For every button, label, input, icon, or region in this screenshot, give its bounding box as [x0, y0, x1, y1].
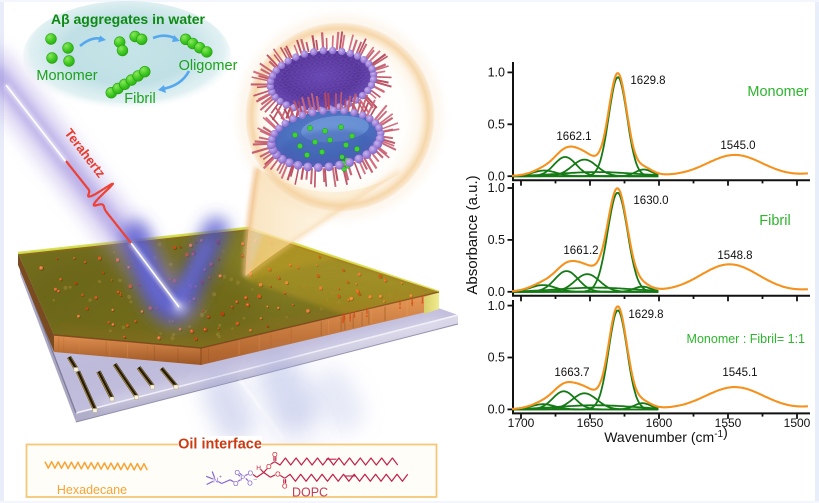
svg-text:1661.2: 1661.2 [563, 245, 598, 257]
svg-text:Fibril: Fibril [124, 91, 155, 107]
svg-text:1600: 1600 [646, 416, 673, 430]
svg-text:Monomer: Monomer [747, 84, 808, 100]
svg-text:1650: 1650 [577, 416, 604, 430]
svg-text:DOPC: DOPC [292, 486, 328, 500]
svg-text:0.0: 0.0 [488, 169, 505, 183]
svg-text:Monomer: Monomer [36, 68, 97, 84]
svg-text:O: O [248, 471, 254, 478]
svg-text:O: O [233, 481, 239, 488]
svg-text:1700: 1700 [508, 416, 535, 430]
svg-text:Wavenumber (cm-1): Wavenumber (cm-1) [604, 424, 728, 445]
svg-text:Oligomer: Oligomer [179, 58, 238, 74]
svg-text:Aβ aggregates in water: Aβ aggregates in water [51, 11, 206, 27]
svg-text:1.0: 1.0 [488, 181, 505, 195]
svg-text:1663.7: 1663.7 [554, 367, 589, 379]
svg-text:1629.8: 1629.8 [630, 75, 665, 87]
svg-text:Hexadecane: Hexadecane [57, 483, 127, 497]
svg-text:1545.1: 1545.1 [722, 367, 757, 379]
svg-text:O: O [282, 483, 288, 490]
svg-text:O: O [275, 471, 281, 478]
svg-text:1.0: 1.0 [488, 66, 505, 80]
svg-text:+: + [219, 475, 222, 481]
svg-text:1500: 1500 [784, 416, 811, 430]
svg-text:O: O [272, 452, 278, 459]
svg-text:O: O [234, 470, 240, 477]
svg-text:–: – [254, 477, 258, 483]
svg-text:1548.8: 1548.8 [717, 250, 752, 262]
svg-text:1630.0: 1630.0 [633, 195, 668, 207]
svg-text:N: N [213, 478, 218, 485]
svg-text:Absorbance (a.u.): Absorbance (a.u.) [464, 175, 481, 294]
svg-text:1545.0: 1545.0 [720, 140, 755, 152]
svg-text:1.0: 1.0 [488, 299, 505, 313]
svg-text:0.0: 0.0 [488, 403, 505, 417]
svg-text:Monomer : Fibril= 1:1: Monomer : Fibril= 1:1 [687, 332, 805, 346]
svg-text:O: O [266, 464, 272, 471]
svg-text:0.5: 0.5 [488, 351, 505, 365]
svg-text:0.5: 0.5 [488, 233, 505, 247]
svg-text:Oil interface: Oil interface [178, 437, 262, 453]
svg-text:P: P [240, 473, 245, 482]
svg-text:1629.8: 1629.8 [628, 309, 663, 321]
svg-text:1550: 1550 [715, 416, 742, 430]
svg-text:0.0: 0.0 [488, 285, 505, 299]
svg-text:H: H [256, 465, 261, 472]
svg-text:O: O [247, 480, 253, 487]
svg-text:0.5: 0.5 [488, 118, 505, 132]
svg-text:Fibril: Fibril [759, 213, 790, 229]
svg-text:1662.1: 1662.1 [556, 131, 591, 143]
